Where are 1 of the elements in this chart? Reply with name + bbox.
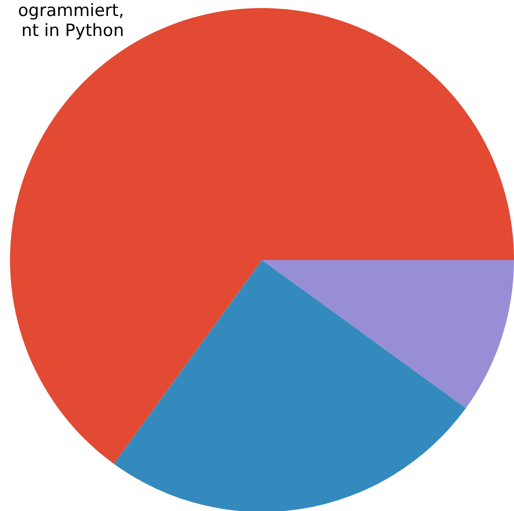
slice-label: ogrammiert, nt in Python [18, 1, 124, 41]
